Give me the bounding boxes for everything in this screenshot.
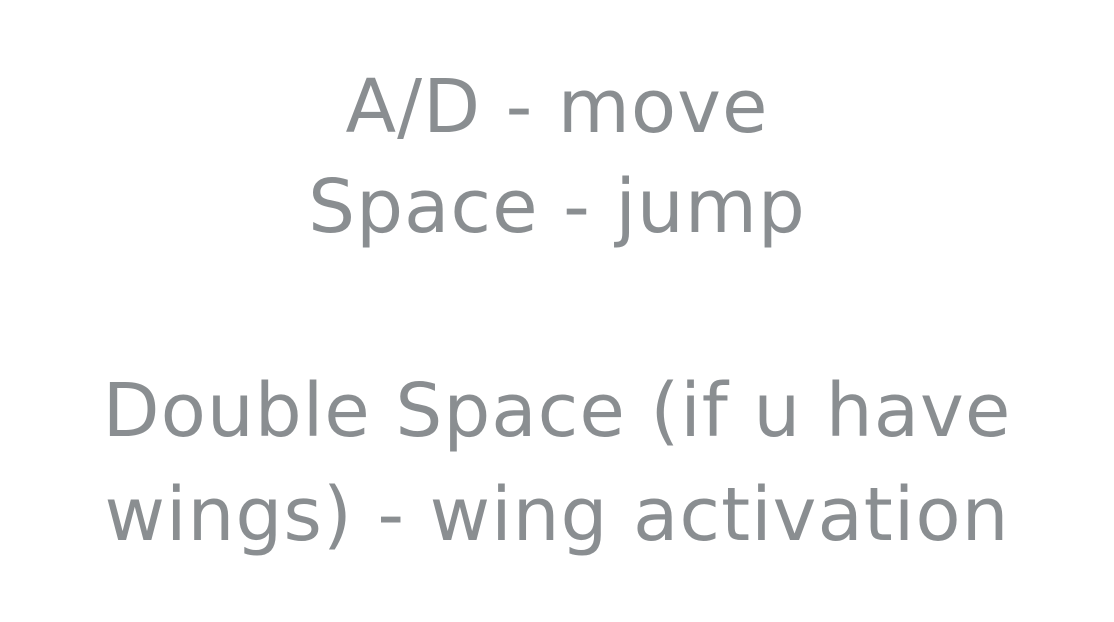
jump-instruction: Space - jump	[308, 164, 806, 250]
wing-instruction-line-1: Double Space (if u have	[102, 368, 1012, 454]
wing-instruction-line-2: wings) - wing activation	[104, 472, 1010, 558]
move-instruction: A/D - move	[345, 64, 769, 150]
